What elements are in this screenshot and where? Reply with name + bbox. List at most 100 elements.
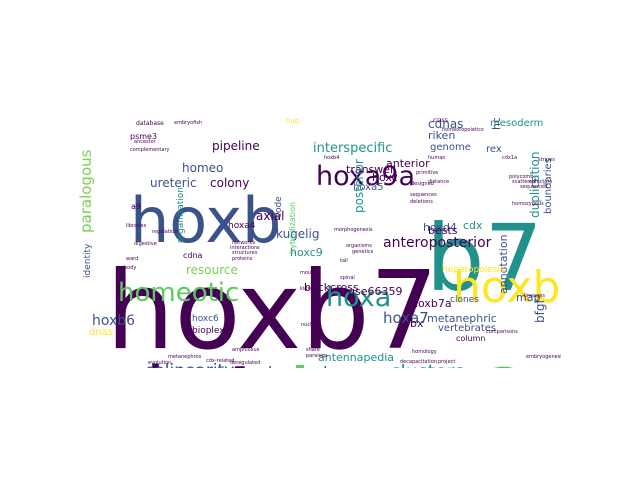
word-cloud-word: mouse <box>300 270 317 276</box>
word-cloud-word: networks <box>232 240 255 246</box>
word-cloud-word: complementary <box>130 147 170 153</box>
word-cloud-word: proteins <box>232 256 253 262</box>
word-cloud-word: hox-2 <box>288 358 535 369</box>
word-cloud-word: psme3 <box>130 132 158 141</box>
word-cloud-word: transwell <box>346 163 397 176</box>
word-cloud-word: antennapedia <box>318 351 395 364</box>
word-cloud-word: paralogous <box>78 149 95 233</box>
word-cloud-word: dnas <box>89 327 114 338</box>
word-cloud-word: b7 <box>426 205 543 312</box>
word-cloud-word: genetics <box>352 249 374 255</box>
word-cloud-word: a9 <box>131 202 141 211</box>
word-cloud-word: deletions <box>410 199 433 205</box>
word-cloud-word: distance <box>428 179 450 185</box>
word-cloud-word: homeobox <box>268 365 352 369</box>
word-cloud-word: project <box>438 359 456 365</box>
word-cloud-word: map <box>516 291 541 304</box>
word-cloud-word: colinearity <box>145 363 234 369</box>
word-cloud-word: polycomb <box>509 174 534 180</box>
word-cloud-word: mesoderm <box>490 118 544 129</box>
word-cloud-word: morphogenesis <box>334 227 373 233</box>
word-cloud-word: cdna <box>183 251 203 260</box>
word-cloud-word: designed <box>411 181 434 187</box>
word-cloud-word: kidney <box>300 286 317 292</box>
word-cloud-word: colony <box>210 176 250 190</box>
word-cloud-word: code <box>274 196 284 218</box>
word-cloud-word: sequenced <box>520 184 548 190</box>
word-cloud-word: hoxb9 <box>453 262 561 313</box>
word-cloud-word: hoxb <box>130 184 282 257</box>
word-cloud-word: cdx <box>463 219 483 232</box>
word-cloud-word: cdx4 <box>78 358 257 368</box>
word-cloud-word: tail <box>340 258 348 264</box>
word-cloud-word: human <box>428 155 446 161</box>
word-cloud-word: clusters <box>390 363 465 369</box>
word-cloud-word: scattered <box>512 179 536 185</box>
word-cloud-word: clones <box>450 295 479 305</box>
word-cloud-word: spinal <box>340 275 355 281</box>
word-cloud-word: hoxc6 <box>192 314 219 324</box>
word-cloud-word: deregulated <box>230 360 261 366</box>
word-cloud-word: hoxa <box>326 282 392 313</box>
word-cloud-word: vertebrates <box>438 323 497 334</box>
word-cloud-word: homeo <box>182 161 224 175</box>
word-cloud-word: hoxb6 <box>92 313 136 329</box>
word-cloud-word: structures <box>232 250 258 256</box>
word-cloud-word: metanephric <box>427 312 497 325</box>
word-cloud-word: sequences <box>410 192 437 198</box>
word-cloud-word: hybridization <box>288 201 297 254</box>
word-cloud-word: hoxb7 <box>106 249 439 368</box>
word-cloud-word: hub <box>286 118 300 125</box>
word-cloud-word: homology <box>412 349 437 355</box>
word-cloud-word: identity <box>83 243 93 278</box>
word-cloud-word: resource <box>186 263 238 277</box>
word-cloud-word: anteroposterior <box>383 235 492 251</box>
word-cloud-word: comparisons <box>486 329 518 335</box>
word-cloud-word: hoxc9 <box>290 246 323 259</box>
word-cloud-word: hoxa7 <box>383 309 429 327</box>
word-cloud-word: pbx <box>403 317 424 330</box>
word-cloud-word: interspecific <box>313 141 393 156</box>
word-cloud-word: rex <box>486 144 502 155</box>
word-cloud-word: column <box>456 334 486 343</box>
word-cloud-word: organisms <box>346 243 372 249</box>
word-cloud-word: decapacitation <box>400 359 438 365</box>
word-cloud-word: paralogs <box>306 353 328 359</box>
word-cloud-word: body <box>124 265 137 271</box>
word-cloud-word: hoxa9a <box>316 161 416 192</box>
word-cloud-word: anterior <box>386 157 430 170</box>
word-cloud-word: pipeline <box>212 139 260 153</box>
word-cloud-word: interactions <box>230 245 260 251</box>
word-cloud-word: hoxb7a <box>411 297 452 310</box>
word-cloud-word: hoxb4 <box>324 155 340 161</box>
word-cloud-word: homeotic <box>118 278 240 308</box>
word-cloud-word: hoxa4 <box>228 221 256 231</box>
word-cloud-word: share <box>306 347 320 353</box>
word-cloud-word: bioplex <box>192 326 225 336</box>
word-cloud-word: cdx-related <box>206 358 235 364</box>
word-cloud-word: metanephros <box>168 354 202 360</box>
word-cloud-word: amphioxus <box>232 347 260 353</box>
word-cloud-word: ward <box>126 256 139 262</box>
word-cloud-word: riken <box>428 129 456 142</box>
word-cloud-word: embryofish <box>174 120 203 126</box>
word-cloud-word: homeotopoietics <box>442 127 484 133</box>
word-cloud-word: genome <box>430 142 471 153</box>
word-cloud-word: lineages <box>524 293 545 299</box>
word-cloud-word: cofactors <box>529 179 553 185</box>
word-cloud-word: digestive <box>134 241 157 247</box>
word-cloud-word: axial <box>256 209 285 223</box>
word-cloud-word: nucleus <box>301 322 321 328</box>
word-cloud-word: homozygous <box>512 201 544 207</box>
word-cloud-word: regulation <box>152 229 178 235</box>
word-cloud-word: kugelig <box>276 227 320 241</box>
word-cloud-word: ancestor <box>134 139 156 145</box>
word-cloud-word: stripes <box>538 157 555 163</box>
word-cloud-word: primitive <box>416 170 439 176</box>
word-cloud-word: cdnas <box>428 118 464 131</box>
word-cloud: hoxb7b7hox-2cdx4hoxbhoxb9homeotichoxa9ah… <box>78 118 561 368</box>
word-cloud-word: posterior <box>352 159 366 213</box>
word-cloud-word: embryogenesis <box>526 354 561 360</box>
word-cloud-word: organization <box>176 187 186 243</box>
word-cloud-word: hoxd4 <box>423 221 457 234</box>
